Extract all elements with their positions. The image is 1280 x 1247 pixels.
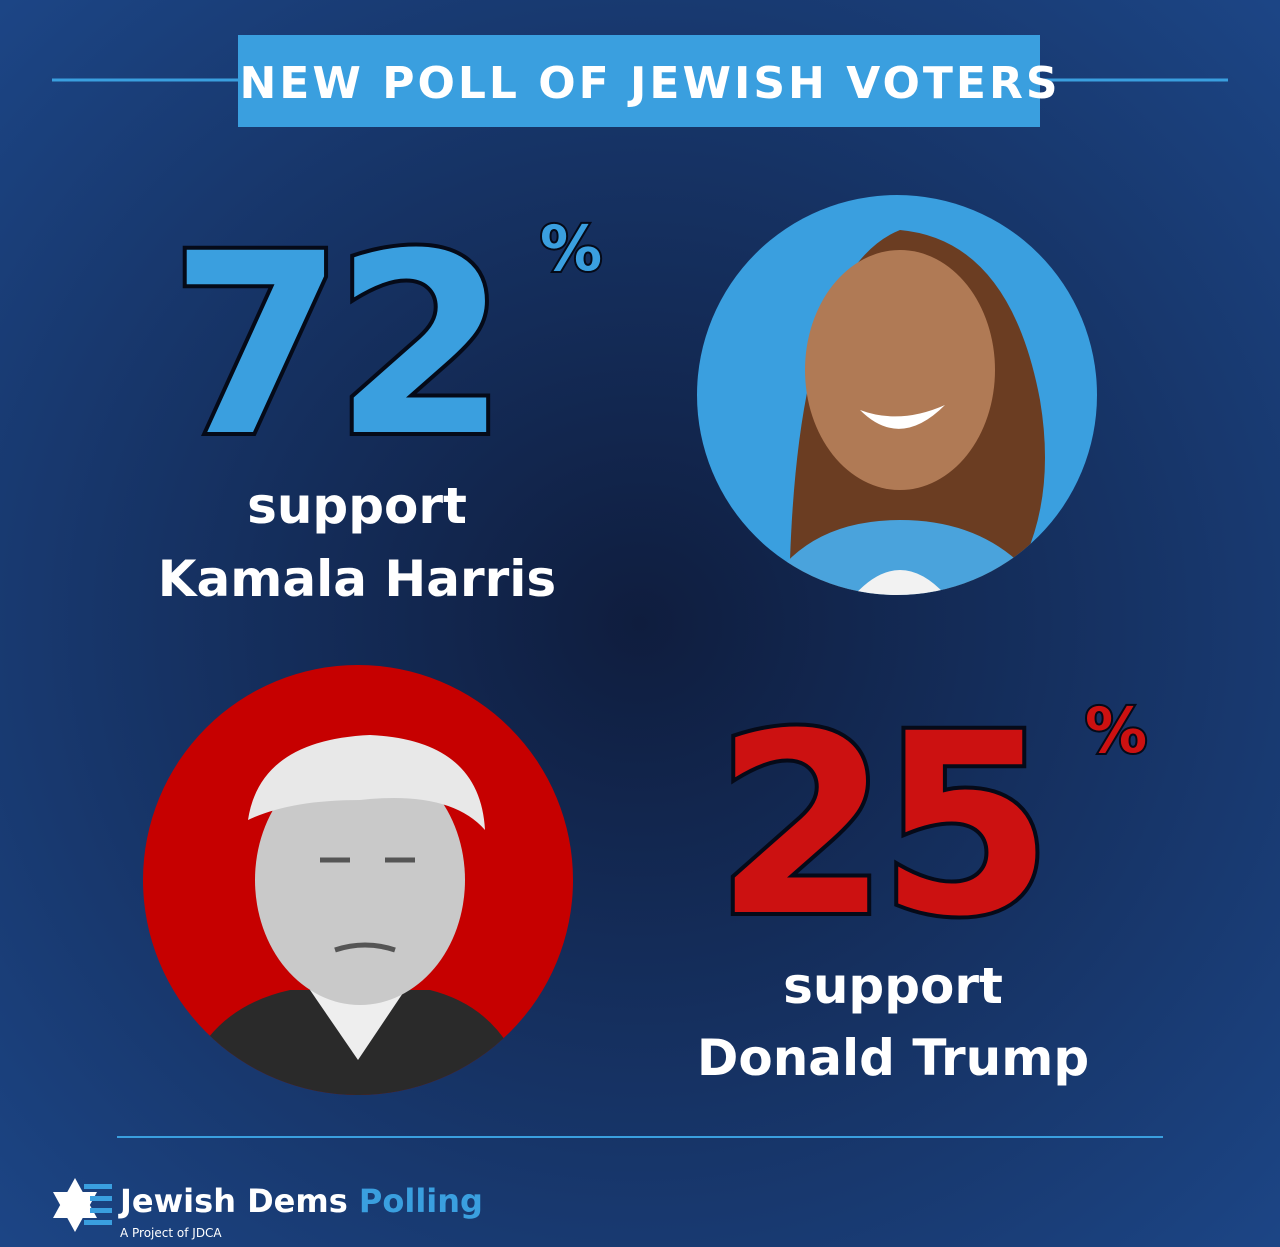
tagline: A Project of JDCA: [120, 1226, 222, 1240]
label-line: Donald Trump: [697, 1029, 1089, 1087]
percent-value: 25: [715, 680, 1043, 971]
brand-accent: Polling: [359, 1182, 483, 1220]
percent-sign: %: [540, 212, 602, 285]
label-line: Kamala Harris: [158, 550, 556, 608]
label-line: support: [783, 957, 1003, 1015]
percent-sign: %: [1085, 694, 1147, 767]
label-line: support: [247, 477, 467, 535]
logo: [53, 1178, 112, 1232]
brand-name: Jewish Dems: [118, 1182, 348, 1220]
portrait: [143, 665, 573, 1095]
header-band: [238, 35, 1040, 127]
percent-value: 72: [170, 200, 498, 491]
header-title: NEW POLL OF JEWISH VOTERS: [239, 58, 1060, 109]
brand: Jewish Dems Polling: [118, 1182, 483, 1220]
